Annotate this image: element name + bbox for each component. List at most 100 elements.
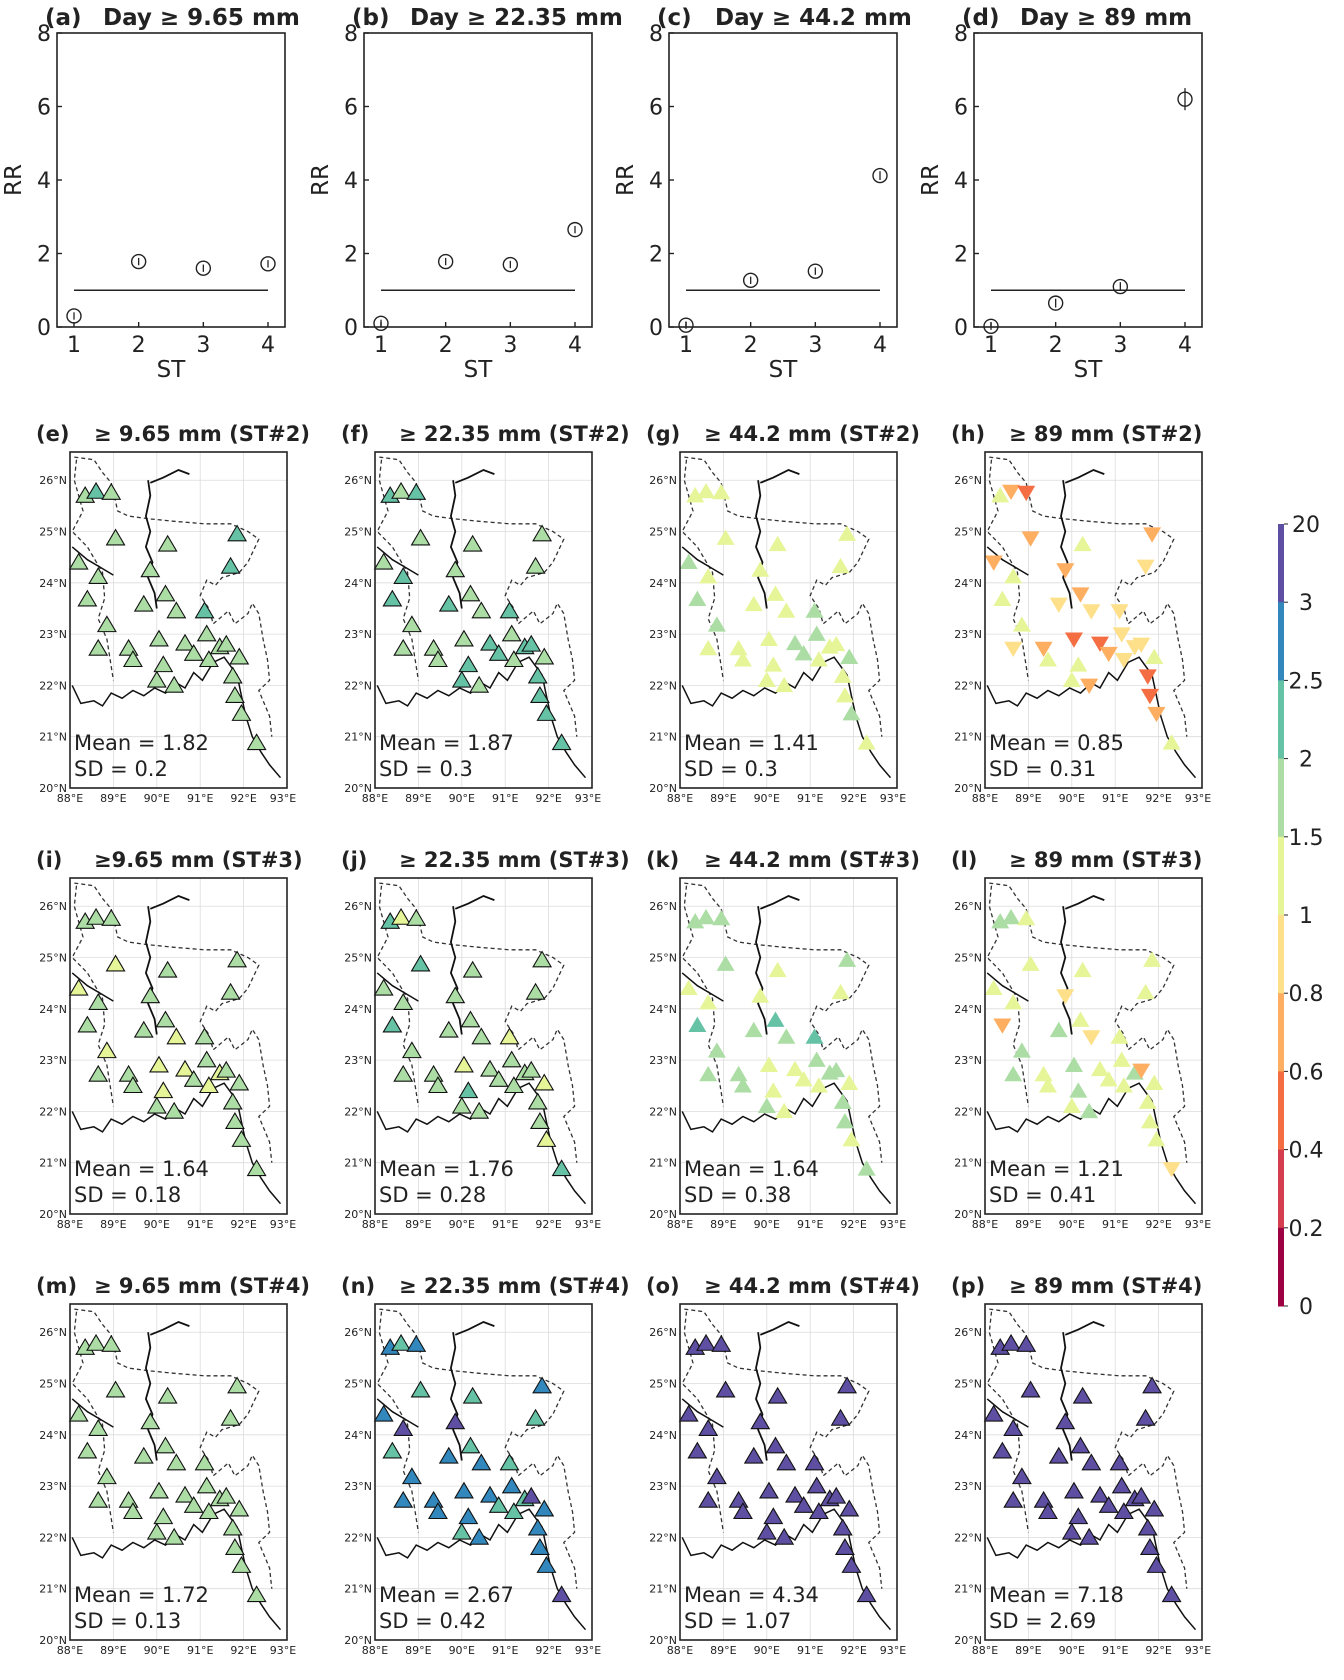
sd-text: SD = 0.3: [379, 757, 473, 781]
lon-tick-label: 90°E: [449, 792, 475, 805]
panel-title: Day ≥ 44.2 mm: [715, 5, 912, 31]
station-marker-up: [451, 670, 472, 688]
station-marker-up: [775, 676, 794, 693]
station-marker-up: [86, 1333, 107, 1351]
station-marker-up: [222, 1518, 243, 1536]
y-tick-label: 2: [37, 243, 51, 268]
lon-tick-label: 93°E: [880, 792, 906, 805]
x-tick-label: 3: [503, 333, 517, 358]
station-marker-up: [1131, 1486, 1152, 1504]
station-marker-up: [96, 615, 117, 633]
lon-tick-label: 88°E: [667, 1644, 693, 1657]
station-marker-up: [1004, 568, 1023, 584]
station-marker-up: [525, 556, 546, 574]
lat-tick-label: 22°N: [344, 679, 372, 692]
station-marker-up: [471, 1027, 492, 1045]
x-axis-label: ST: [1074, 357, 1104, 383]
station-marker-up: [1061, 1522, 1082, 1540]
lat-tick-label: 26°N: [649, 900, 677, 913]
river: [1060, 906, 1073, 1035]
station-marker-up: [826, 1486, 847, 1504]
river: [1060, 1332, 1073, 1461]
station-marker-up: [423, 638, 444, 656]
y-tick-label: 8: [344, 22, 358, 47]
station-marker-up: [462, 534, 483, 552]
station-marker-down: [1099, 646, 1118, 663]
station-marker-up: [196, 624, 217, 642]
lon-tick-label: 92°E: [230, 1218, 256, 1231]
station-marker-up: [1147, 1131, 1166, 1147]
station-marker-up: [838, 525, 857, 541]
lon-tick-label: 92°E: [230, 792, 256, 805]
colorbar-segment: [1278, 1227, 1284, 1307]
plot-frame: [668, 32, 898, 328]
station-marker-up: [832, 1518, 853, 1536]
station-marker-up: [393, 1490, 414, 1508]
station-marker-up: [536, 703, 557, 721]
station-marker-up: [246, 1585, 267, 1603]
y-tick-label: 4: [37, 169, 51, 194]
station-marker-down: [1056, 989, 1075, 1005]
panel-label: (l): [951, 848, 977, 872]
station-marker-up: [122, 1076, 143, 1094]
panel-title: Day ≥ 89 mm: [1020, 5, 1192, 31]
station-marker-up: [1003, 1419, 1024, 1436]
river-north: [454, 469, 495, 484]
lat-tick-label: 23°N: [344, 1480, 372, 1493]
station-marker-up: [460, 1010, 481, 1028]
station-marker-up: [391, 1333, 412, 1351]
station-marker-up: [536, 1129, 557, 1147]
country-border: [989, 882, 1188, 1163]
lon-tick-label: 91°E: [797, 1218, 823, 1231]
station-marker-up: [1073, 961, 1092, 978]
lon-tick-label: 91°E: [187, 1644, 213, 1657]
station-marker-up: [750, 1412, 771, 1430]
station-marker-up: [1037, 1502, 1058, 1520]
station-marker-down: [1110, 604, 1129, 620]
station-marker-up: [1162, 734, 1181, 750]
river-north: [1064, 469, 1105, 484]
x-tick-label: 1: [679, 333, 693, 358]
station-marker-up: [166, 1027, 187, 1045]
station-marker-up: [857, 734, 876, 750]
y-axis-label: RR: [918, 164, 944, 196]
station-marker-up: [406, 908, 427, 926]
lat-tick-label: 20°N: [344, 1208, 372, 1221]
lon-tick-label: 91°E: [187, 1218, 213, 1231]
lat-tick-label: 20°N: [39, 782, 67, 795]
station-marker-up: [992, 1441, 1013, 1459]
colorbar-tick-label: 0: [1299, 1295, 1313, 1320]
station-marker-up: [198, 650, 219, 668]
station-marker-up: [706, 1467, 727, 1485]
station-marker-up: [842, 1131, 861, 1147]
y-tick-label: 8: [37, 22, 51, 47]
station-marker-up: [231, 1129, 252, 1147]
lat-tick-label: 21°N: [954, 731, 982, 744]
lon-tick-label: 88°E: [362, 1644, 388, 1657]
station-marker-down: [1049, 597, 1068, 613]
x-tick-label: 2: [439, 333, 453, 358]
station-marker-down: [1082, 1030, 1101, 1046]
station-marker-up: [460, 1436, 481, 1454]
lon-tick-label: 88°E: [972, 1218, 998, 1231]
station-marker-up: [1073, 535, 1092, 552]
lat-tick-label: 22°N: [344, 1531, 372, 1544]
station-marker-up: [68, 1404, 89, 1422]
coastline: [986, 1082, 1197, 1205]
station-marker-up: [445, 560, 466, 578]
lat-tick-label: 21°N: [344, 731, 372, 744]
station-marker-up: [445, 986, 466, 1004]
station-marker-up: [175, 1485, 195, 1503]
station-marker-up: [551, 1585, 572, 1603]
lat-tick-label: 20°N: [649, 782, 677, 795]
station-marker-up: [688, 590, 707, 606]
coastline: [986, 1508, 1197, 1631]
river-north: [454, 895, 495, 910]
y-tick-label: 4: [954, 169, 968, 194]
lon-tick-label: 89°E: [405, 792, 431, 805]
data-point: [567, 221, 583, 238]
station-marker-up: [529, 1538, 550, 1555]
station-marker-up: [993, 590, 1012, 606]
lat-tick-label: 21°N: [39, 731, 67, 744]
lon-tick-label: 91°E: [797, 1644, 823, 1657]
